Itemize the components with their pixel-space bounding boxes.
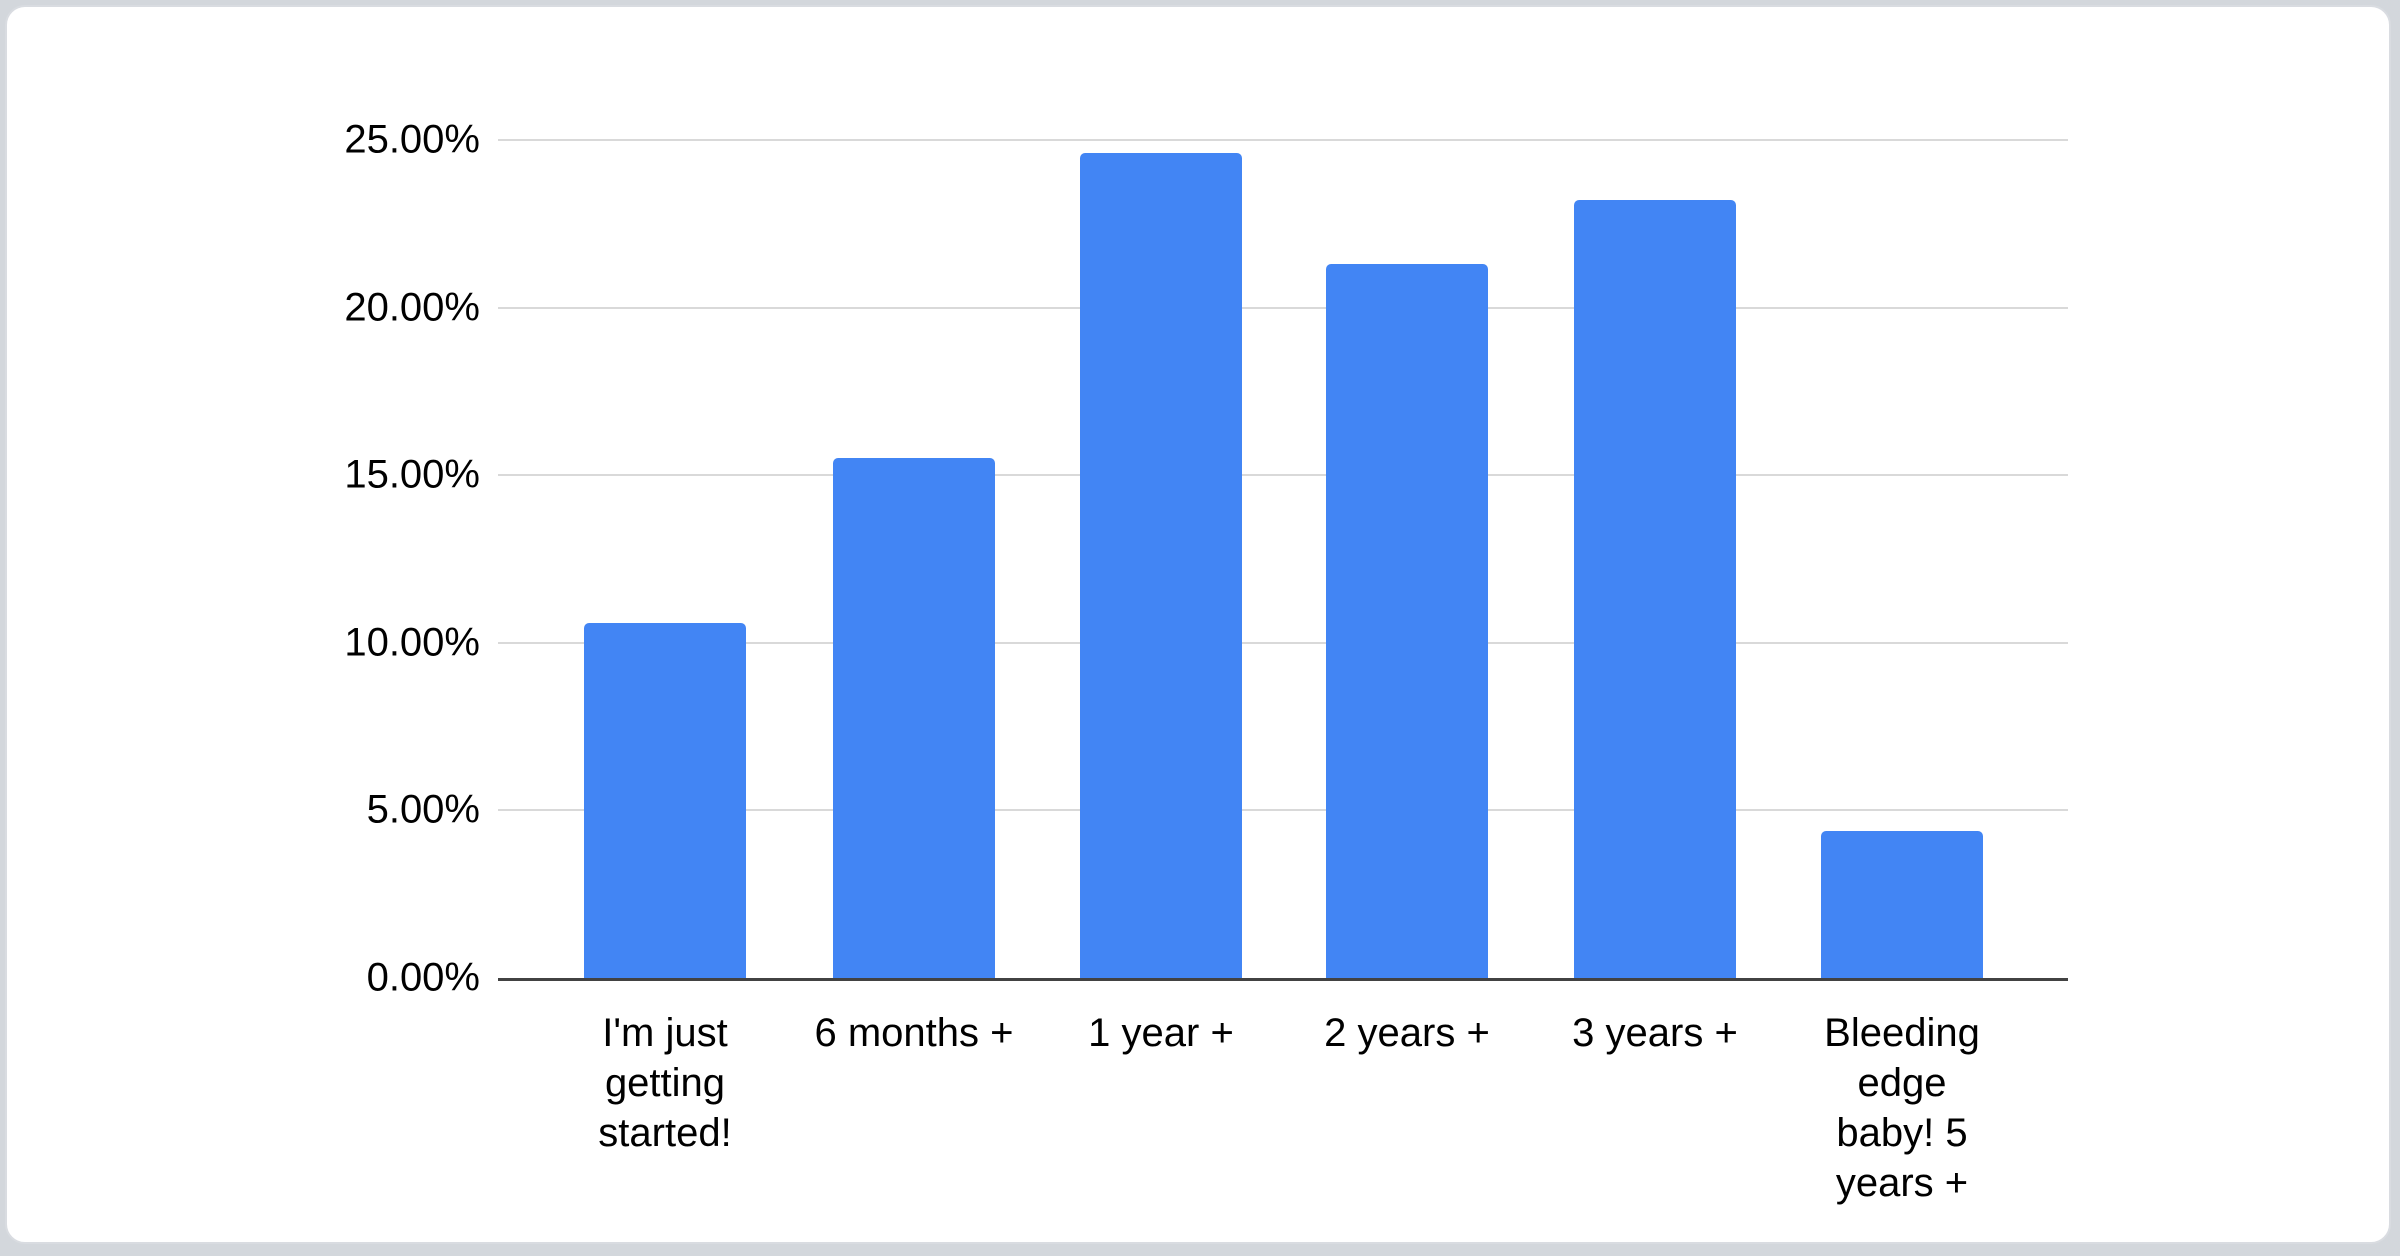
y-gridline [498, 139, 2068, 141]
x-axis-category-label: I'm just getting started! [598, 1011, 732, 1155]
x-axis-category-label: 2 years + [1324, 1011, 1490, 1055]
y-axis-tick-label: 25.00% [344, 117, 480, 162]
y-axis-tick-label: 15.00% [344, 452, 480, 497]
y-gridline [498, 809, 2068, 812]
y-gridline [498, 641, 2068, 644]
bar-2 [833, 458, 995, 978]
x-axis-category-label: 1 year + [1088, 1011, 1234, 1055]
x-axis-category-label: Bleeding edge baby! 5 years + [1824, 1011, 1980, 1205]
bar-6 [1821, 831, 1983, 978]
y-axis-tick-label: 0.00% [366, 955, 480, 1000]
y-axis-tick-label: 10.00% [344, 620, 480, 665]
bar-chart-plot-area: 0.00% 5.00% 10.00% 15.00% 20.00% 25.00% I'm ju… [344, 118, 2068, 1205]
bar-3 [1080, 153, 1242, 978]
x-axis-category-label: 3 years + [1572, 1011, 1738, 1055]
y-axis-tick-label: 5.00% [366, 787, 480, 832]
y-axis-tick-label: 20.00% [344, 285, 480, 330]
y-gridline [498, 474, 2068, 477]
y-gridline [498, 306, 2068, 309]
x-axis-category-label: 6 months + [814, 1011, 1014, 1055]
bar-1 [584, 623, 746, 978]
chart-card: 0.00% 5.00% 10.00% 15.00% 20.00% 25.00% I'm ju… [5, 5, 2391, 1244]
bar-4 [1326, 264, 1488, 978]
bar-5 [1574, 200, 1736, 978]
